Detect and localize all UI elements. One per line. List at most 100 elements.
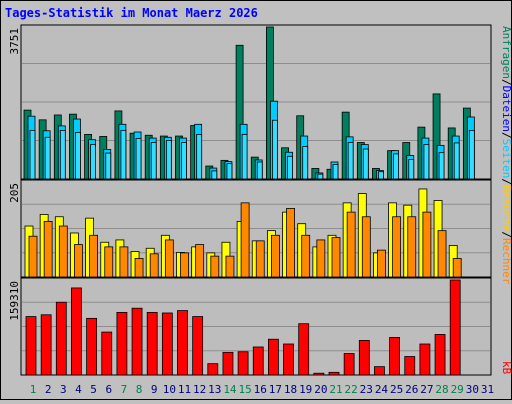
day-label-1: 1 xyxy=(30,383,37,396)
day-label-10: 10 xyxy=(163,383,176,396)
day-label-22: 22 xyxy=(345,383,358,396)
bar-kbytes-day-20 xyxy=(313,372,325,376)
day-label-29: 29 xyxy=(451,383,464,396)
label-sep-4: / xyxy=(500,231,512,238)
bar-kbytes-day-25 xyxy=(389,337,401,376)
bar-pages-day-7 xyxy=(120,129,127,180)
bar-kbytes-day-18 xyxy=(283,343,294,376)
bar-kbytes-day-6 xyxy=(101,331,113,376)
day-label-8: 8 xyxy=(136,383,143,396)
label-dateien: Dateien xyxy=(500,86,512,132)
day-label-5: 5 xyxy=(90,383,97,396)
bar-pages-day-25 xyxy=(393,153,400,180)
bar-visitors-day-23 xyxy=(361,216,371,278)
day-label-11: 11 xyxy=(178,383,191,396)
bar-pages-day-29 xyxy=(453,142,460,180)
label-besuche: Besuche xyxy=(500,185,512,231)
bar-pages-day-27 xyxy=(423,144,430,180)
bar-kbytes-day-14 xyxy=(222,351,234,376)
day-label-28: 28 xyxy=(435,383,448,396)
bar-kbytes-day-28 xyxy=(434,334,446,376)
bar-kbytes-day-26 xyxy=(404,356,416,376)
bar-pages-day-15 xyxy=(241,134,248,180)
bar-pages-day-23 xyxy=(362,148,369,180)
bar-visitors-day-22 xyxy=(346,211,356,278)
bar-pages-day-17 xyxy=(271,119,278,180)
label-sep-3: / xyxy=(500,178,512,185)
bar-visitors-day-20 xyxy=(316,239,326,278)
bar-pages-day-19 xyxy=(302,146,309,180)
day-labels: 1 2 3 4 5 6 7 8 9 10 11 12 13 14 15 16 17 18 19 20 21 22 23 24 2… xyxy=(30,383,494,396)
bar-pages-day-12 xyxy=(196,134,203,180)
bar-pages-day-30 xyxy=(468,129,475,180)
day-label-24: 24 xyxy=(375,383,389,396)
bar-visitors-day-10 xyxy=(164,239,174,278)
bar-visitors-day-6 xyxy=(104,246,114,278)
label-anfragen: Anfragen xyxy=(500,26,512,79)
day-label-13: 13 xyxy=(208,383,221,396)
bar-visitors-day-24 xyxy=(377,249,386,278)
bar-kbytes-day-22 xyxy=(343,353,355,376)
bar-kbytes-day-11 xyxy=(177,310,188,376)
day-label-7: 7 xyxy=(121,383,128,396)
bar-kbytes-day-15 xyxy=(237,351,249,376)
bar-pages-day-6 xyxy=(105,152,112,180)
bar-hits-day-28 xyxy=(432,93,441,180)
bar-kbytes-day-29 xyxy=(449,279,461,376)
bar-visitors-day-19 xyxy=(301,234,311,278)
day-label-14: 14 xyxy=(223,383,237,396)
bar-kbytes-day-21 xyxy=(328,371,340,376)
day-label-16: 16 xyxy=(254,383,267,396)
bars xyxy=(23,26,475,376)
day-label-23: 23 xyxy=(360,383,373,396)
bar-pages-day-2 xyxy=(44,136,51,180)
bar-visitors-day-5 xyxy=(89,234,98,278)
bar-pages-day-1 xyxy=(29,129,36,180)
bar-visitors-day-15 xyxy=(240,202,250,278)
bar-visitors-day-29 xyxy=(452,258,462,278)
bar-visitors-day-12 xyxy=(195,244,205,278)
bar-visitors-day-25 xyxy=(392,216,402,278)
day-label-31: 31 xyxy=(481,383,494,396)
bar-kbytes-day-10 xyxy=(161,312,173,376)
bar-kbytes-day-2 xyxy=(40,314,52,376)
day-label-17: 17 xyxy=(269,383,282,396)
bar-pages-day-24 xyxy=(378,171,384,180)
bar-pages-day-26 xyxy=(408,159,415,180)
bar-pages-day-5 xyxy=(90,144,96,180)
bar-kbytes-day-4 xyxy=(71,287,82,376)
bar-visitors-day-7 xyxy=(119,246,129,278)
day-label-3: 3 xyxy=(60,383,67,396)
day-label-4: 4 xyxy=(75,383,82,396)
bar-kbytes-day-19 xyxy=(298,323,310,376)
bar-kbytes-day-5 xyxy=(86,317,97,376)
bar-pages-day-18 xyxy=(287,155,293,180)
bar-kbytes-day-17 xyxy=(267,338,279,376)
y-max-label-hits-files-pages: 3751 xyxy=(8,28,21,55)
bar-kbytes-day-7 xyxy=(116,311,128,376)
bar-pages-day-11 xyxy=(181,142,187,180)
day-label-12: 12 xyxy=(193,383,206,396)
bar-visitors-day-14 xyxy=(225,255,235,278)
day-label-25: 25 xyxy=(390,383,403,396)
bar-pages-day-4 xyxy=(75,131,81,180)
bar-kbytes-day-13 xyxy=(207,363,219,376)
bar-hits-day-15 xyxy=(235,44,244,180)
bar-pages-day-13 xyxy=(211,170,218,180)
y-max-label-visits-visitors: 205 xyxy=(8,183,21,203)
day-label-21: 21 xyxy=(329,383,342,396)
bar-kbytes-day-24 xyxy=(374,366,385,376)
bar-visitors-day-18 xyxy=(286,208,295,278)
bar-visitors-day-1 xyxy=(28,235,38,278)
label-seiten: Seiten xyxy=(500,139,512,179)
bar-pages-day-10 xyxy=(165,140,172,180)
bar-kbytes-day-8 xyxy=(131,307,143,376)
bar-kbytes-day-9 xyxy=(146,311,158,376)
bar-visitors-day-16 xyxy=(255,240,265,278)
day-label-15: 15 xyxy=(238,383,251,396)
day-label-19: 19 xyxy=(299,383,312,396)
bar-pages-day-9 xyxy=(150,142,157,180)
day-label-26: 26 xyxy=(405,383,418,396)
day-label-18: 18 xyxy=(284,383,297,396)
bar-visitors-day-26 xyxy=(407,216,417,278)
